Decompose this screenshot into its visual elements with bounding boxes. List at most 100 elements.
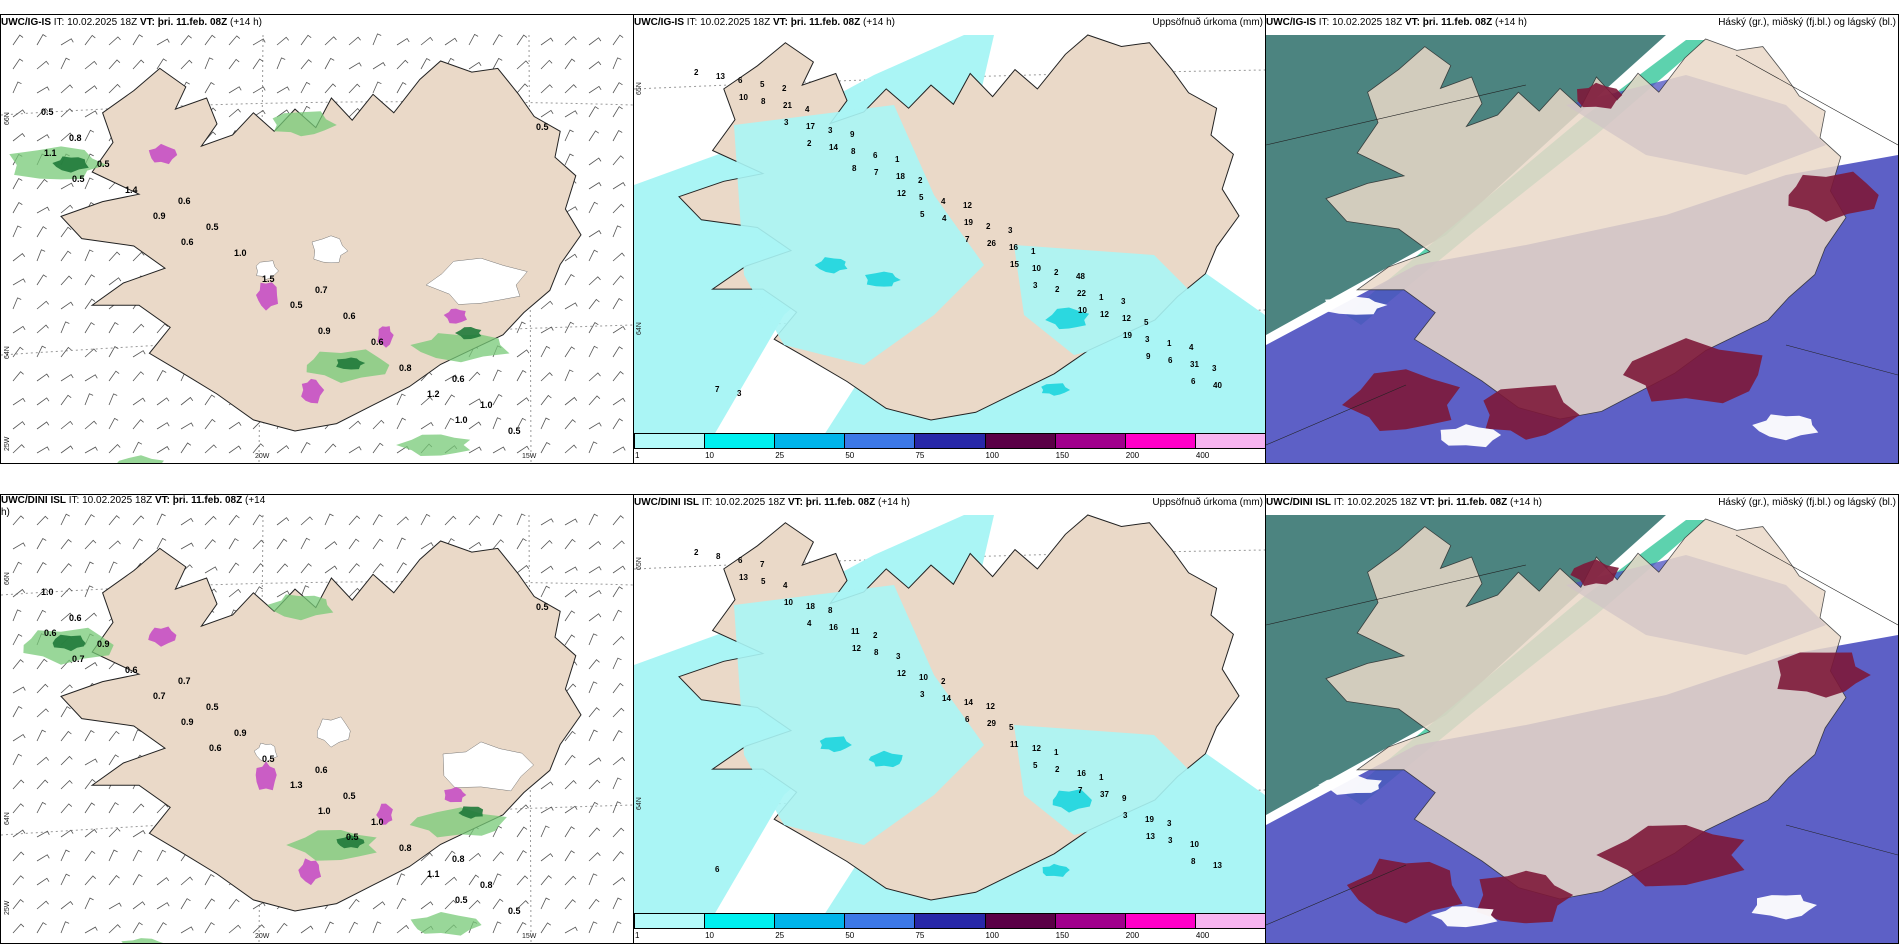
wind-barb (372, 921, 382, 934)
wind-barb (396, 516, 409, 526)
wind-barb (564, 683, 577, 694)
wind-barb (12, 803, 24, 814)
precip-area (121, 938, 164, 943)
wind-barb (36, 274, 47, 286)
low-cloud (1788, 171, 1879, 222)
wind-barb (612, 777, 622, 790)
colorbar-tick-label: 1 (635, 451, 640, 460)
colorbar-swatch (704, 913, 776, 929)
wind-barb (156, 397, 170, 406)
wind-barb (588, 322, 599, 334)
wind-barb (12, 109, 26, 118)
wind-barb (156, 38, 170, 46)
wind-barb (612, 57, 622, 70)
wind-barb (588, 613, 602, 622)
wind-barb (84, 446, 98, 454)
wind-barb (516, 60, 529, 70)
wind-barb (204, 566, 218, 574)
accum-value-label: 3 (1145, 335, 1150, 344)
wind-barb (612, 252, 625, 262)
wind-barb (564, 302, 578, 310)
wind-barb (84, 393, 94, 406)
wind-barb (612, 897, 622, 910)
wind-barb (252, 539, 265, 550)
precip-value-label: 0.5 (290, 300, 303, 310)
wind-barb (12, 81, 22, 94)
wind-barb (36, 922, 47, 934)
wind-barb (36, 801, 47, 814)
wind-barb (84, 249, 94, 262)
precip-value-label: 1.0 (41, 587, 54, 597)
accum-value-label: 2 (1054, 268, 1059, 277)
wind-barb (396, 562, 407, 574)
precip-area (410, 333, 510, 363)
wind-barb (540, 441, 551, 454)
accum-value-label: 15 (1010, 260, 1019, 269)
wind-barb (204, 418, 216, 430)
iceland-land (1325, 518, 1847, 900)
wind-barb (468, 371, 481, 382)
wind-barb (588, 898, 600, 910)
panel-right-title: Háský (gr.), miðský (fj.bl.) og lágský (… (1718, 497, 1896, 508)
accum-value-label: 9 (850, 130, 855, 139)
wind-barb (564, 610, 576, 622)
wind-barb (60, 38, 74, 46)
wind-barb (588, 230, 602, 238)
lon-tick: 15W (522, 453, 537, 460)
wind-barb (564, 58, 576, 70)
clear-sky (1752, 414, 1819, 441)
wind-barb (12, 829, 26, 838)
precip-value-label: 0.6 (315, 765, 328, 775)
precip-value-label: 0.9 (234, 728, 247, 738)
snow-precip (376, 803, 393, 825)
wind-barb (612, 657, 622, 670)
colorbar-swatch (1054, 913, 1126, 929)
wind-barb (276, 445, 290, 454)
wind-barb (252, 586, 263, 598)
wind-barb (60, 539, 72, 550)
wind-barb (612, 877, 626, 886)
precip-value-label: 0.8 (480, 880, 493, 890)
wind-barb (60, 226, 72, 238)
accum-value-label: 8 (828, 606, 833, 615)
accum-value-label: 21 (783, 101, 792, 110)
wind-barb (228, 58, 240, 70)
colorbar-swatch (634, 913, 706, 929)
wind-barb (516, 921, 527, 934)
wind-barb (372, 442, 384, 454)
lat-gridline (1, 324, 633, 356)
precip-value-label: 1.5 (262, 274, 275, 284)
accum-value-label: 2 (807, 139, 812, 148)
wind-barb (588, 85, 602, 94)
panel-right-title: Uppsöfnuð úrkoma (mm) (1152, 497, 1263, 508)
wind-barb (180, 542, 194, 550)
wind-barb (84, 85, 98, 94)
snow-precip (255, 761, 277, 791)
wind-barb (540, 781, 554, 790)
wind-barb (564, 899, 576, 910)
wind-barb (228, 588, 242, 598)
wind-barb (564, 110, 578, 118)
wind-barb (12, 923, 25, 934)
wind-barb (348, 898, 360, 910)
colorbar-swatch (774, 913, 846, 929)
lat-gridline (1, 581, 633, 596)
wind-barb (12, 58, 24, 70)
wind-barb (84, 926, 98, 934)
accum-value-label: 8 (761, 97, 766, 106)
colorbar-swatch (774, 433, 846, 449)
colorbar-tick-label: 100 (985, 931, 999, 940)
wind-barb (156, 58, 167, 70)
precip-value-label: 0.6 (125, 665, 138, 675)
lat-tick: 64N (4, 346, 11, 359)
accum-value-label: 8 (1191, 857, 1196, 866)
accum-value-label: 37 (1100, 790, 1109, 799)
accum-value-label: 14 (942, 694, 951, 703)
wind-barb (36, 108, 49, 118)
wind-barb (12, 733, 26, 742)
wind-barb (612, 707, 625, 718)
wind-barb (252, 58, 264, 70)
wind-barb (84, 897, 94, 910)
accum-value-label: 12 (852, 644, 861, 653)
wind-barb (612, 106, 623, 118)
